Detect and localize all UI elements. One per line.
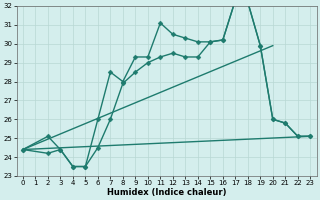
X-axis label: Humidex (Indice chaleur): Humidex (Indice chaleur) [107,188,226,197]
